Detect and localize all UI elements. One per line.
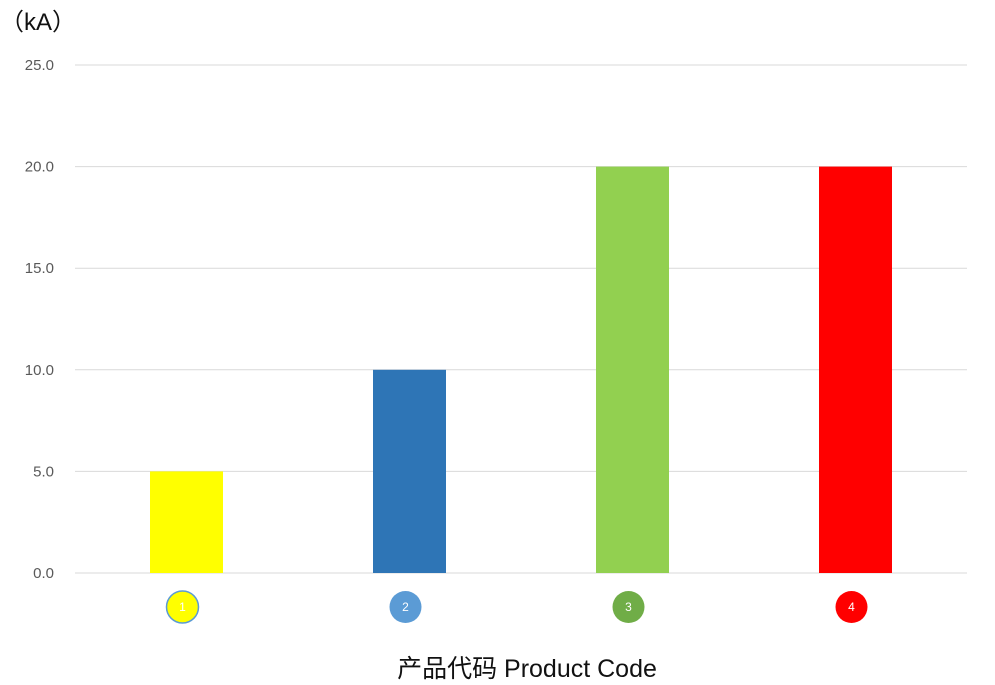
y-tick-label: 5.0 [33,463,54,480]
category-badge-1 [165,590,200,624]
gridlines [75,64,967,574]
y-tick-label: 10.0 [25,362,54,379]
y-tick-label: 25.0 [25,57,54,74]
y-axis-ticks: 0.0 5.0 10.0 15.0 20.0 25.0 [25,57,54,582]
category-badge-4 [835,591,868,623]
y-axis-unit-label: （kA） [0,9,76,36]
y-tick-label: 0.0 [33,565,54,582]
category-label-1: 1 [179,600,186,614]
category-badges: 1 2 3 4 [165,590,868,624]
y-tick-label: 20.0 [25,159,54,176]
bar-1 [150,471,223,573]
y-tick-label: 15.0 [25,260,54,277]
bar-2 [373,369,446,573]
category-badge-3 [612,591,645,623]
bars [150,166,892,573]
x-axis-title: 产品代码 Product Code [397,655,657,683]
bar-4 [819,166,892,573]
category-label-3: 3 [625,600,632,614]
category-label-2: 2 [402,600,409,614]
category-badge-2 [389,591,422,623]
category-label-4: 4 [848,600,855,614]
bar-3 [596,166,669,573]
